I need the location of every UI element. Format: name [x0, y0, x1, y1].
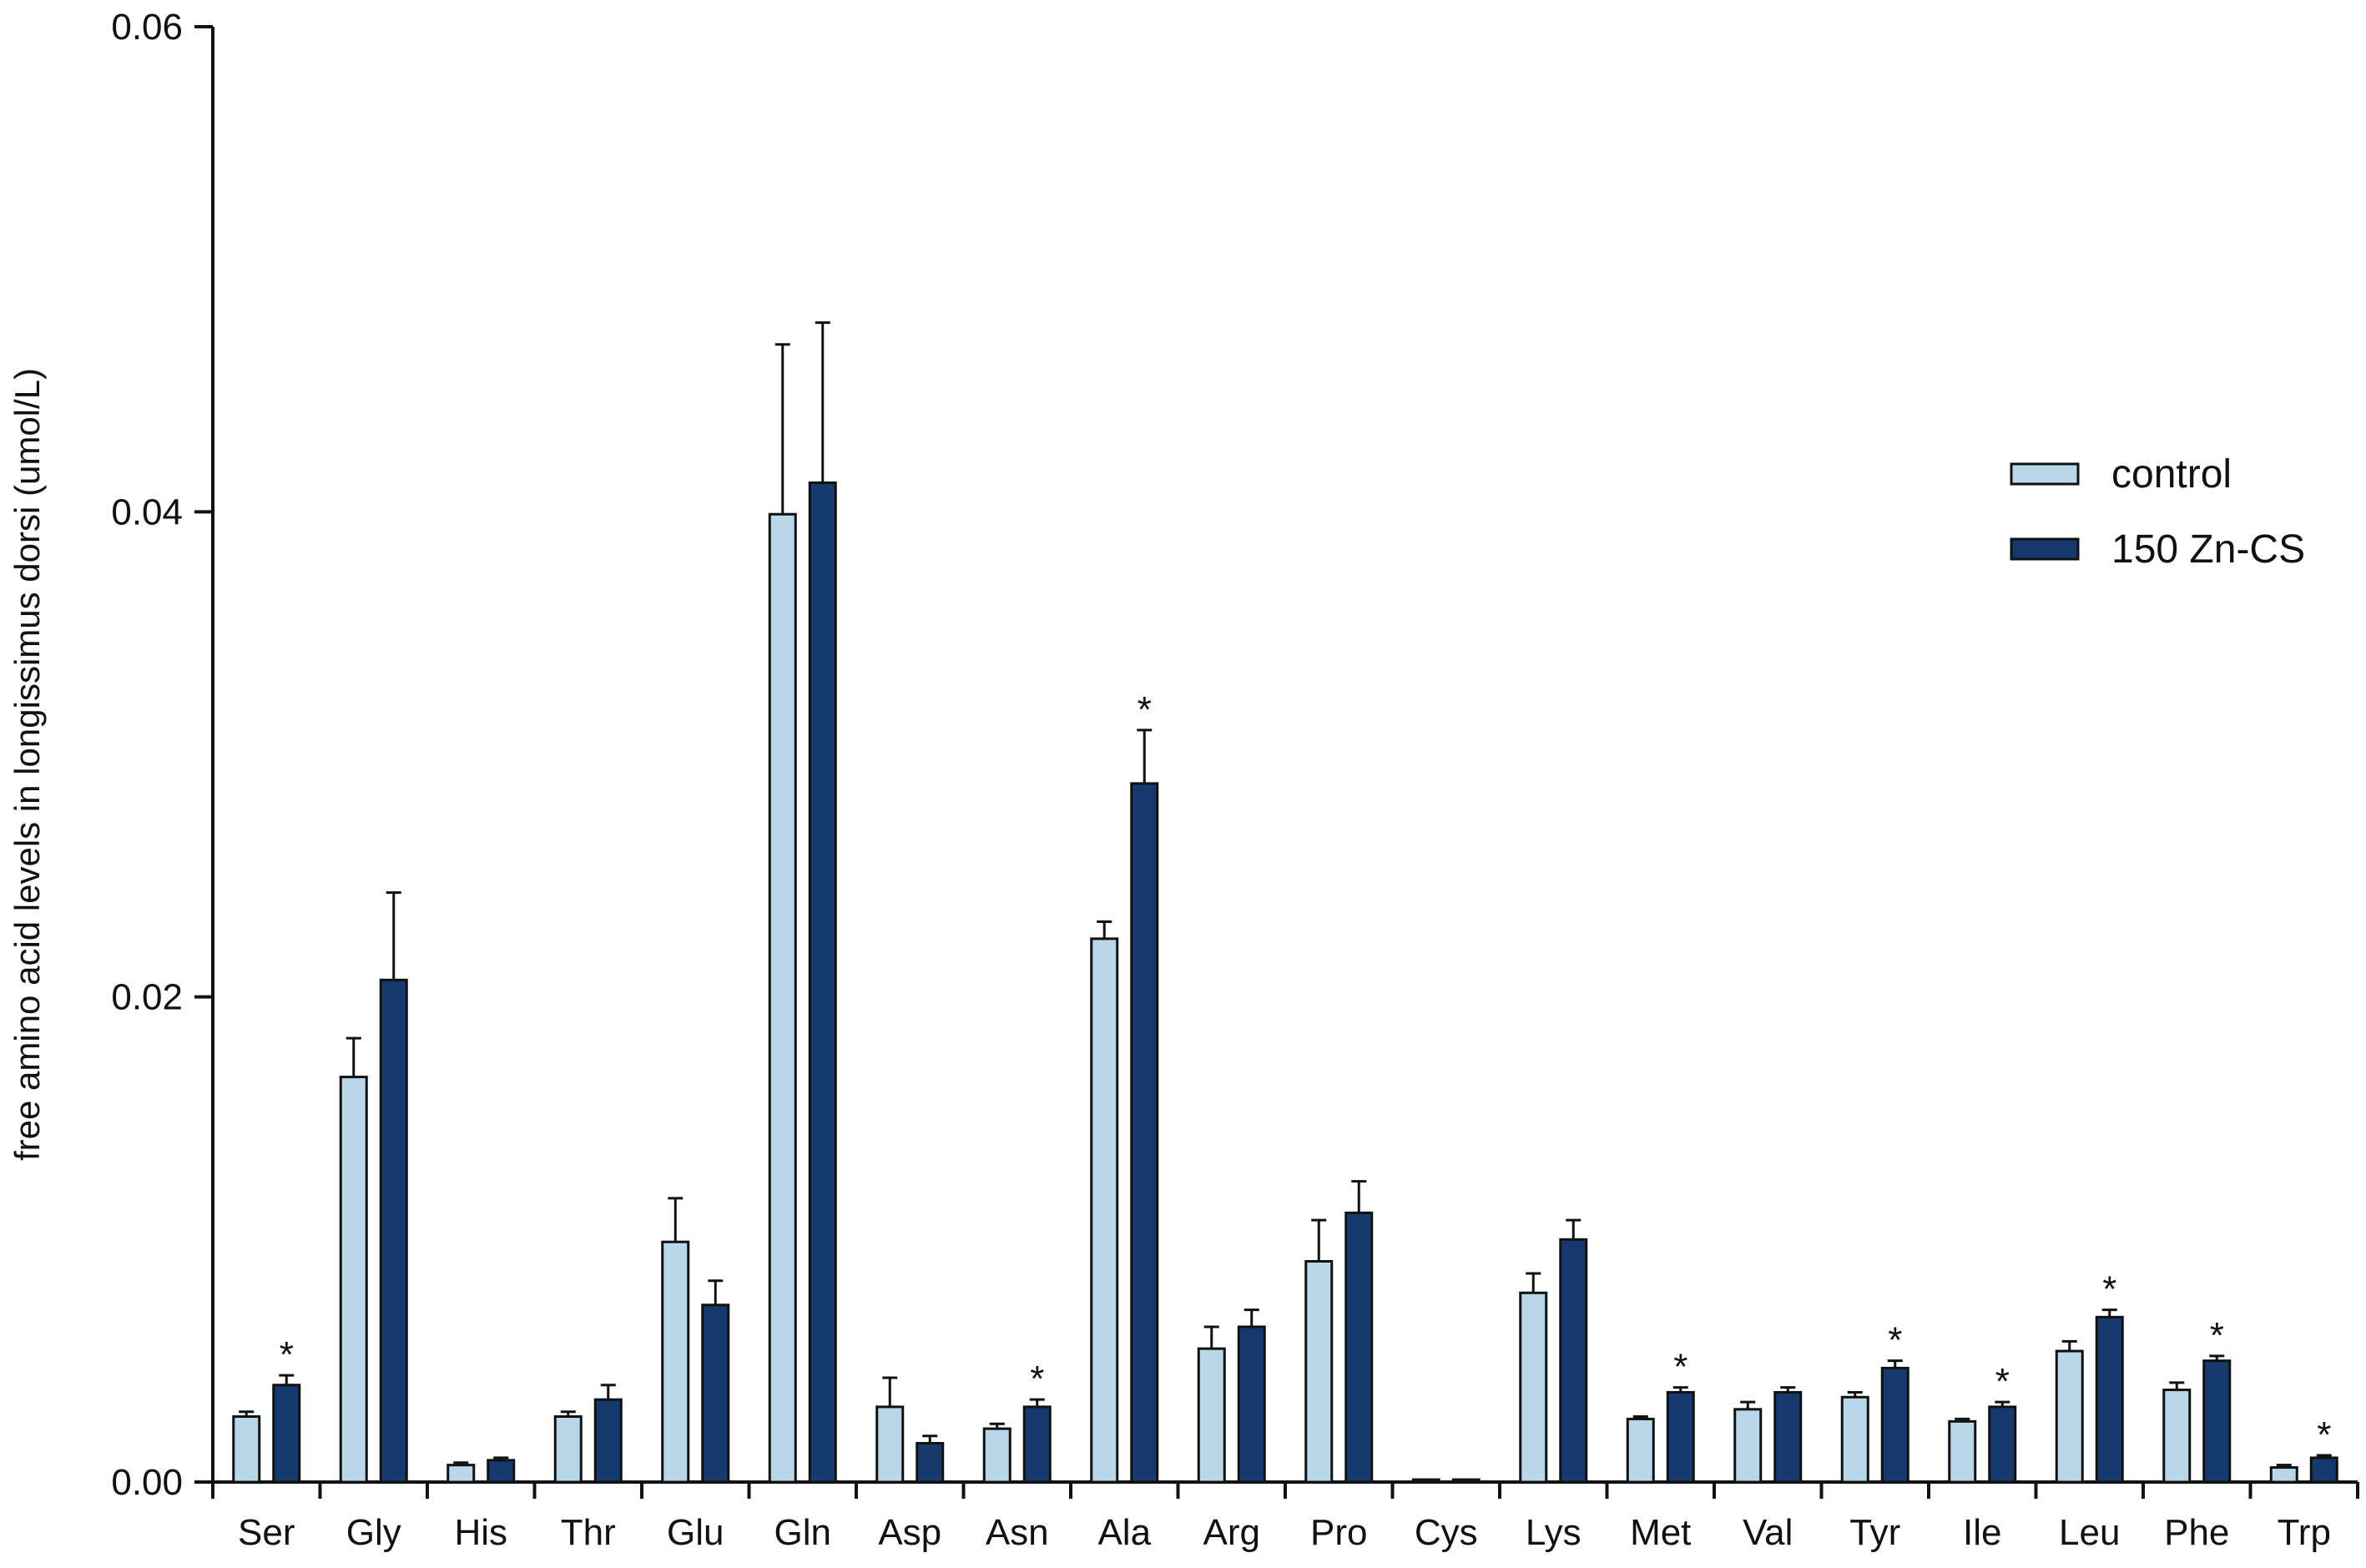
bar-control-ser	[232, 1415, 261, 1484]
bar-control-asp	[875, 1405, 905, 1484]
x-tick-label: Ser	[238, 1512, 295, 1553]
x-tick-label: Thr	[561, 1512, 616, 1553]
bar-control-leu	[2055, 1349, 2084, 1484]
bar-control-gln	[768, 512, 797, 1484]
bar-control-cys	[1411, 1478, 1440, 1484]
y-axis: 0.00 0.02 0.04 0.06	[111, 7, 214, 1503]
y-tick-label: 0.02	[111, 977, 183, 1018]
bar-zn-cs-phe	[2202, 1359, 2232, 1484]
significance-asterisk: *	[1888, 1320, 1902, 1361]
significance-asterisk: *	[1030, 1359, 1044, 1399]
x-tick-label: Ile	[1963, 1512, 2001, 1553]
x-tick-label: Cys	[1415, 1512, 1478, 1553]
error-bars	[239, 321, 2332, 1468]
x-tick-label: Lys	[1526, 1512, 1582, 1553]
bar-zn-cs-asn	[1022, 1405, 1052, 1484]
bar-control-glu	[661, 1240, 690, 1484]
bar-control-phe	[2162, 1389, 2192, 1484]
bar-control-tyr	[1840, 1395, 1869, 1484]
bars	[232, 481, 2338, 1484]
significance-marks: * * * * * * * * *	[280, 689, 2332, 1455]
significance-asterisk: *	[1995, 1361, 2010, 1402]
bar-zn-cs-glu	[701, 1303, 730, 1484]
bar-zn-cs-val	[1773, 1390, 1803, 1484]
x-tick-label: Val	[1743, 1512, 1793, 1553]
x-tick-label: Gln	[774, 1512, 831, 1553]
significance-asterisk: *	[280, 1334, 294, 1375]
bar-control-arg	[1197, 1347, 1226, 1484]
x-tick-label: Met	[1630, 1512, 1691, 1553]
bar-zn-cs-gln	[808, 481, 837, 1484]
significance-asterisk: *	[2102, 1269, 2116, 1310]
bar-control-thr	[553, 1415, 583, 1484]
x-tick-label: Arg	[1203, 1512, 1260, 1553]
bar-control-pro	[1304, 1259, 1334, 1484]
bar-zn-cs-tyr	[1880, 1366, 1909, 1484]
x-axis: Ser Gly His Thr Glu Gln Asp Asn Ala Arg Pro Cys Lys M…	[211, 1480, 2359, 1553]
bar-zn-cs-ala	[1130, 782, 1159, 1484]
bar-control-ile	[1948, 1419, 1977, 1484]
x-tick-label: Trp	[2278, 1512, 2331, 1553]
x-tick-label: Tyr	[1849, 1512, 1900, 1553]
bar-control-lys	[1519, 1291, 1548, 1484]
x-tick-label: Gly	[346, 1512, 401, 1553]
bar-control-ala	[1090, 937, 1119, 1484]
bar-control-asn	[982, 1427, 1011, 1484]
legend-label: 150 Zn-CS	[2111, 527, 2305, 572]
bar-zn-cs-asp	[916, 1441, 945, 1484]
legend-swatch	[2010, 537, 2080, 561]
bar-control-gly	[339, 1076, 368, 1484]
y-tick-label: 0.04	[111, 492, 183, 532]
bar-zn-cs-ser	[272, 1384, 301, 1484]
bar-zn-cs-gly	[379, 978, 408, 1484]
x-tick-label: Glu	[667, 1512, 724, 1553]
x-tick-label: Ala	[1097, 1512, 1151, 1553]
x-tick-label: Phe	[2164, 1512, 2229, 1553]
x-tick-label: Pro	[1310, 1512, 1367, 1553]
legend: control 150 Zn-CS	[2010, 452, 2305, 572]
bar-control-trp	[2269, 1466, 2298, 1484]
legend-label: control	[2111, 452, 2232, 497]
bar-control-met	[1626, 1417, 1655, 1484]
bar-zn-cs-ile	[1988, 1405, 2017, 1484]
bar-zn-cs-his	[487, 1459, 516, 1484]
bar-zn-cs-leu	[2095, 1315, 2124, 1484]
bar-zn-cs-lys	[1559, 1238, 1588, 1484]
significance-asterisk: *	[2317, 1414, 2331, 1455]
bar-zn-cs-met	[1666, 1390, 1695, 1484]
x-tick-label: His	[454, 1512, 507, 1553]
bar-zn-cs-pro	[1344, 1211, 1374, 1484]
significance-asterisk: *	[1138, 689, 1152, 730]
bar-zn-cs-cys	[1451, 1478, 1481, 1484]
y-axis-title: free amino acid levels in longissimus do…	[8, 368, 47, 1161]
legend-swatch	[2010, 462, 2080, 486]
y-tick-label: 0.00	[111, 1462, 183, 1503]
bar-zn-cs-thr	[593, 1398, 623, 1484]
bar-zn-cs-arg	[1237, 1325, 1266, 1484]
x-tick-label: Asn	[986, 1512, 1049, 1553]
bar-zn-cs-trp	[2309, 1456, 2338, 1484]
y-tick-label: 0.06	[111, 7, 183, 48]
bar-control-val	[1733, 1408, 1763, 1484]
significance-asterisk: *	[2210, 1315, 2224, 1356]
x-tick-label: Leu	[2059, 1512, 2120, 1553]
x-tick-label: Asp	[878, 1512, 941, 1553]
bar-control-his	[446, 1464, 476, 1484]
significance-asterisk: *	[1673, 1347, 1687, 1388]
